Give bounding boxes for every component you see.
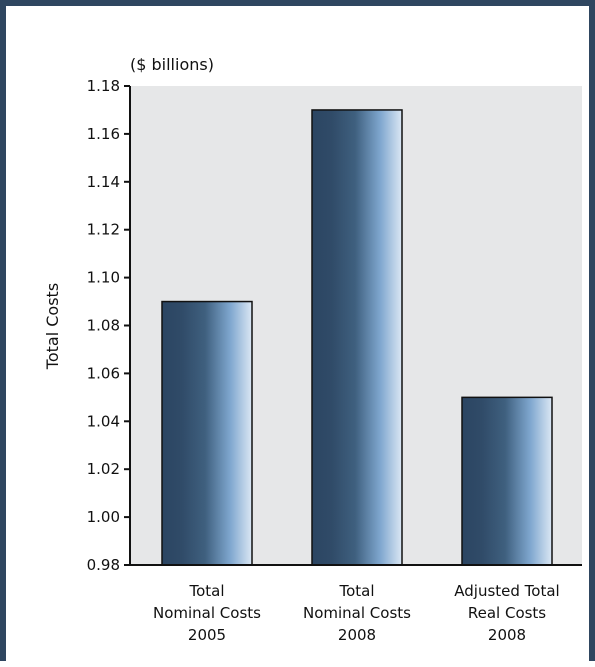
- category-label-line: Nominal Costs: [153, 604, 261, 622]
- y-tick-label: 1.08: [87, 317, 120, 335]
- category-label-line: Adjusted Total: [454, 582, 559, 600]
- category-label-line: Real Costs: [468, 604, 546, 622]
- y-tick-label: 1.06: [87, 364, 120, 382]
- y-tick-label: 1.00: [87, 508, 120, 526]
- y-axis-ticks: 1.18 1.16 1.14 1.12 1.10 1.08 1.06 1.04 1.02 1.00…: [87, 77, 130, 574]
- category-label-line: 2005: [188, 626, 226, 644]
- category-label-line: 2008: [338, 626, 376, 644]
- y-tick-label: 1.04: [87, 412, 120, 430]
- category-label-line: 2008: [488, 626, 526, 644]
- y-tick-label: 1.16: [87, 125, 120, 143]
- y-tick-label: 0.98: [87, 556, 120, 574]
- category-label-line: Nominal Costs: [303, 604, 411, 622]
- y-tick-label: 1.12: [87, 221, 120, 239]
- y-axis-title: Total Costs: [43, 283, 62, 370]
- bar-1: [161, 300, 253, 566]
- bars-layer: [161, 109, 553, 566]
- chart-svg: ($ billions) Total Costs 1.181.161.141.1…: [43, 55, 582, 644]
- bar-3: [461, 396, 553, 566]
- y-tick-label: 1.02: [87, 460, 120, 478]
- category-label-line: Total: [188, 582, 224, 600]
- y-tick-label: 1.14: [87, 173, 120, 191]
- y-tick-label: 1.18: [87, 77, 120, 95]
- unit-label: ($ billions): [130, 55, 214, 74]
- x-axis-category-labels: Total Nominal Costs 2005 Total Nominal Costs…: [153, 582, 560, 644]
- y-tick-label: 1.10: [87, 269, 120, 287]
- category-label-line: Total: [338, 582, 374, 600]
- bar-2: [311, 109, 403, 566]
